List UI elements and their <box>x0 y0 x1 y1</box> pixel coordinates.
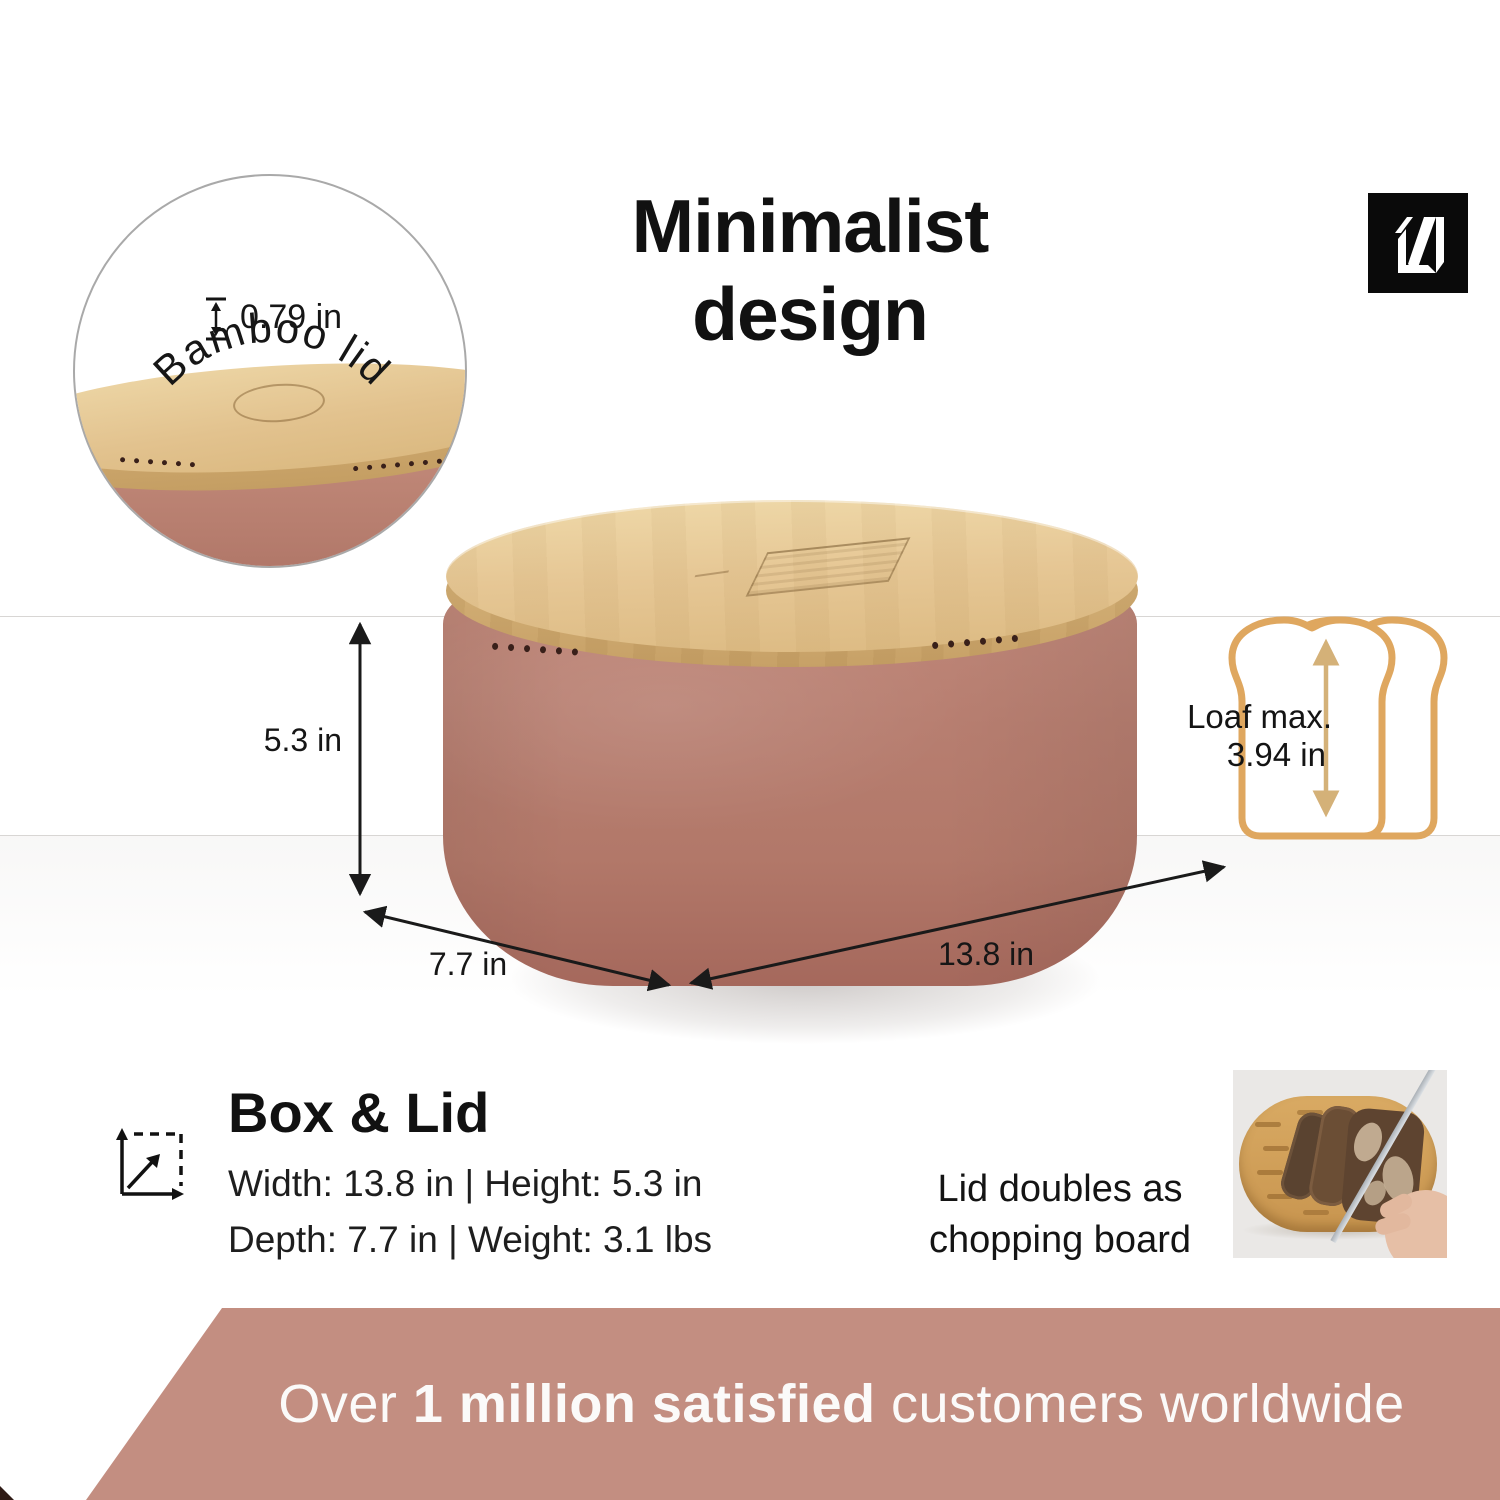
bread-slice-outline-icon <box>1228 616 1448 840</box>
banner-prefix: Over <box>278 1374 413 1434</box>
width-dimension-label: 13.8 in <box>937 936 1035 972</box>
letter-N-monogram-icon <box>1368 193 1468 293</box>
page-title-line2: design <box>692 272 929 356</box>
loaf-max-line2: 3.94 in <box>1226 736 1326 773</box>
board-groove <box>1303 1210 1329 1215</box>
specs-line1: Width: 13.8 in | Height: 5.3 in <box>228 1163 703 1204</box>
board-groove <box>1257 1170 1283 1175</box>
height-dimension-label: 5.3 in <box>263 722 342 758</box>
inset-arc-label: Bamboo lid <box>144 304 398 395</box>
lid-feature-line1: Lid doubles as <box>937 1168 1183 1210</box>
board-groove <box>1255 1122 1281 1127</box>
lid-feature-line2: chopping board <box>929 1219 1191 1261</box>
board-groove <box>1263 1146 1289 1151</box>
lid-feature-caption: Lid doubles as chopping board <box>900 1164 1220 1266</box>
brand-logo <box>1368 192 1468 294</box>
page-title-line1: Minimalist <box>631 184 990 268</box>
lid-thickness-value: 0.79 in <box>240 298 343 336</box>
depth-dimension-label: 7.7 in <box>428 946 508 982</box>
board-groove <box>1267 1194 1293 1199</box>
loaf-max-label: Loaf max. 3.94 in <box>1140 698 1332 774</box>
page-title: Minimalist design <box>535 182 1085 358</box>
banner-suffix: customers worldwide <box>875 1374 1405 1434</box>
specs-line2: Depth: 7.7 in | Weight: 3.1 lbs <box>228 1219 713 1260</box>
height-measure-icon <box>206 297 226 341</box>
satisfaction-banner-text: Over 1 million satisfied customers world… <box>183 1373 1500 1435</box>
corner-accent <box>0 1486 14 1500</box>
3d-dimensions-icon <box>116 1128 184 1200</box>
lid-detail-inset: Bamboo lid 0.79 in <box>73 174 467 568</box>
banner-highlight: 1 million satisfied <box>412 1374 876 1434</box>
bread-box-lid-top <box>446 500 1138 652</box>
chopping-board-photo <box>1233 1070 1447 1258</box>
satisfaction-banner: Over 1 million satisfied customers world… <box>86 1308 1500 1500</box>
loaf-max-line1: Loaf max. <box>1187 698 1332 735</box>
specs-heading: Box & Lid <box>228 1081 490 1144</box>
